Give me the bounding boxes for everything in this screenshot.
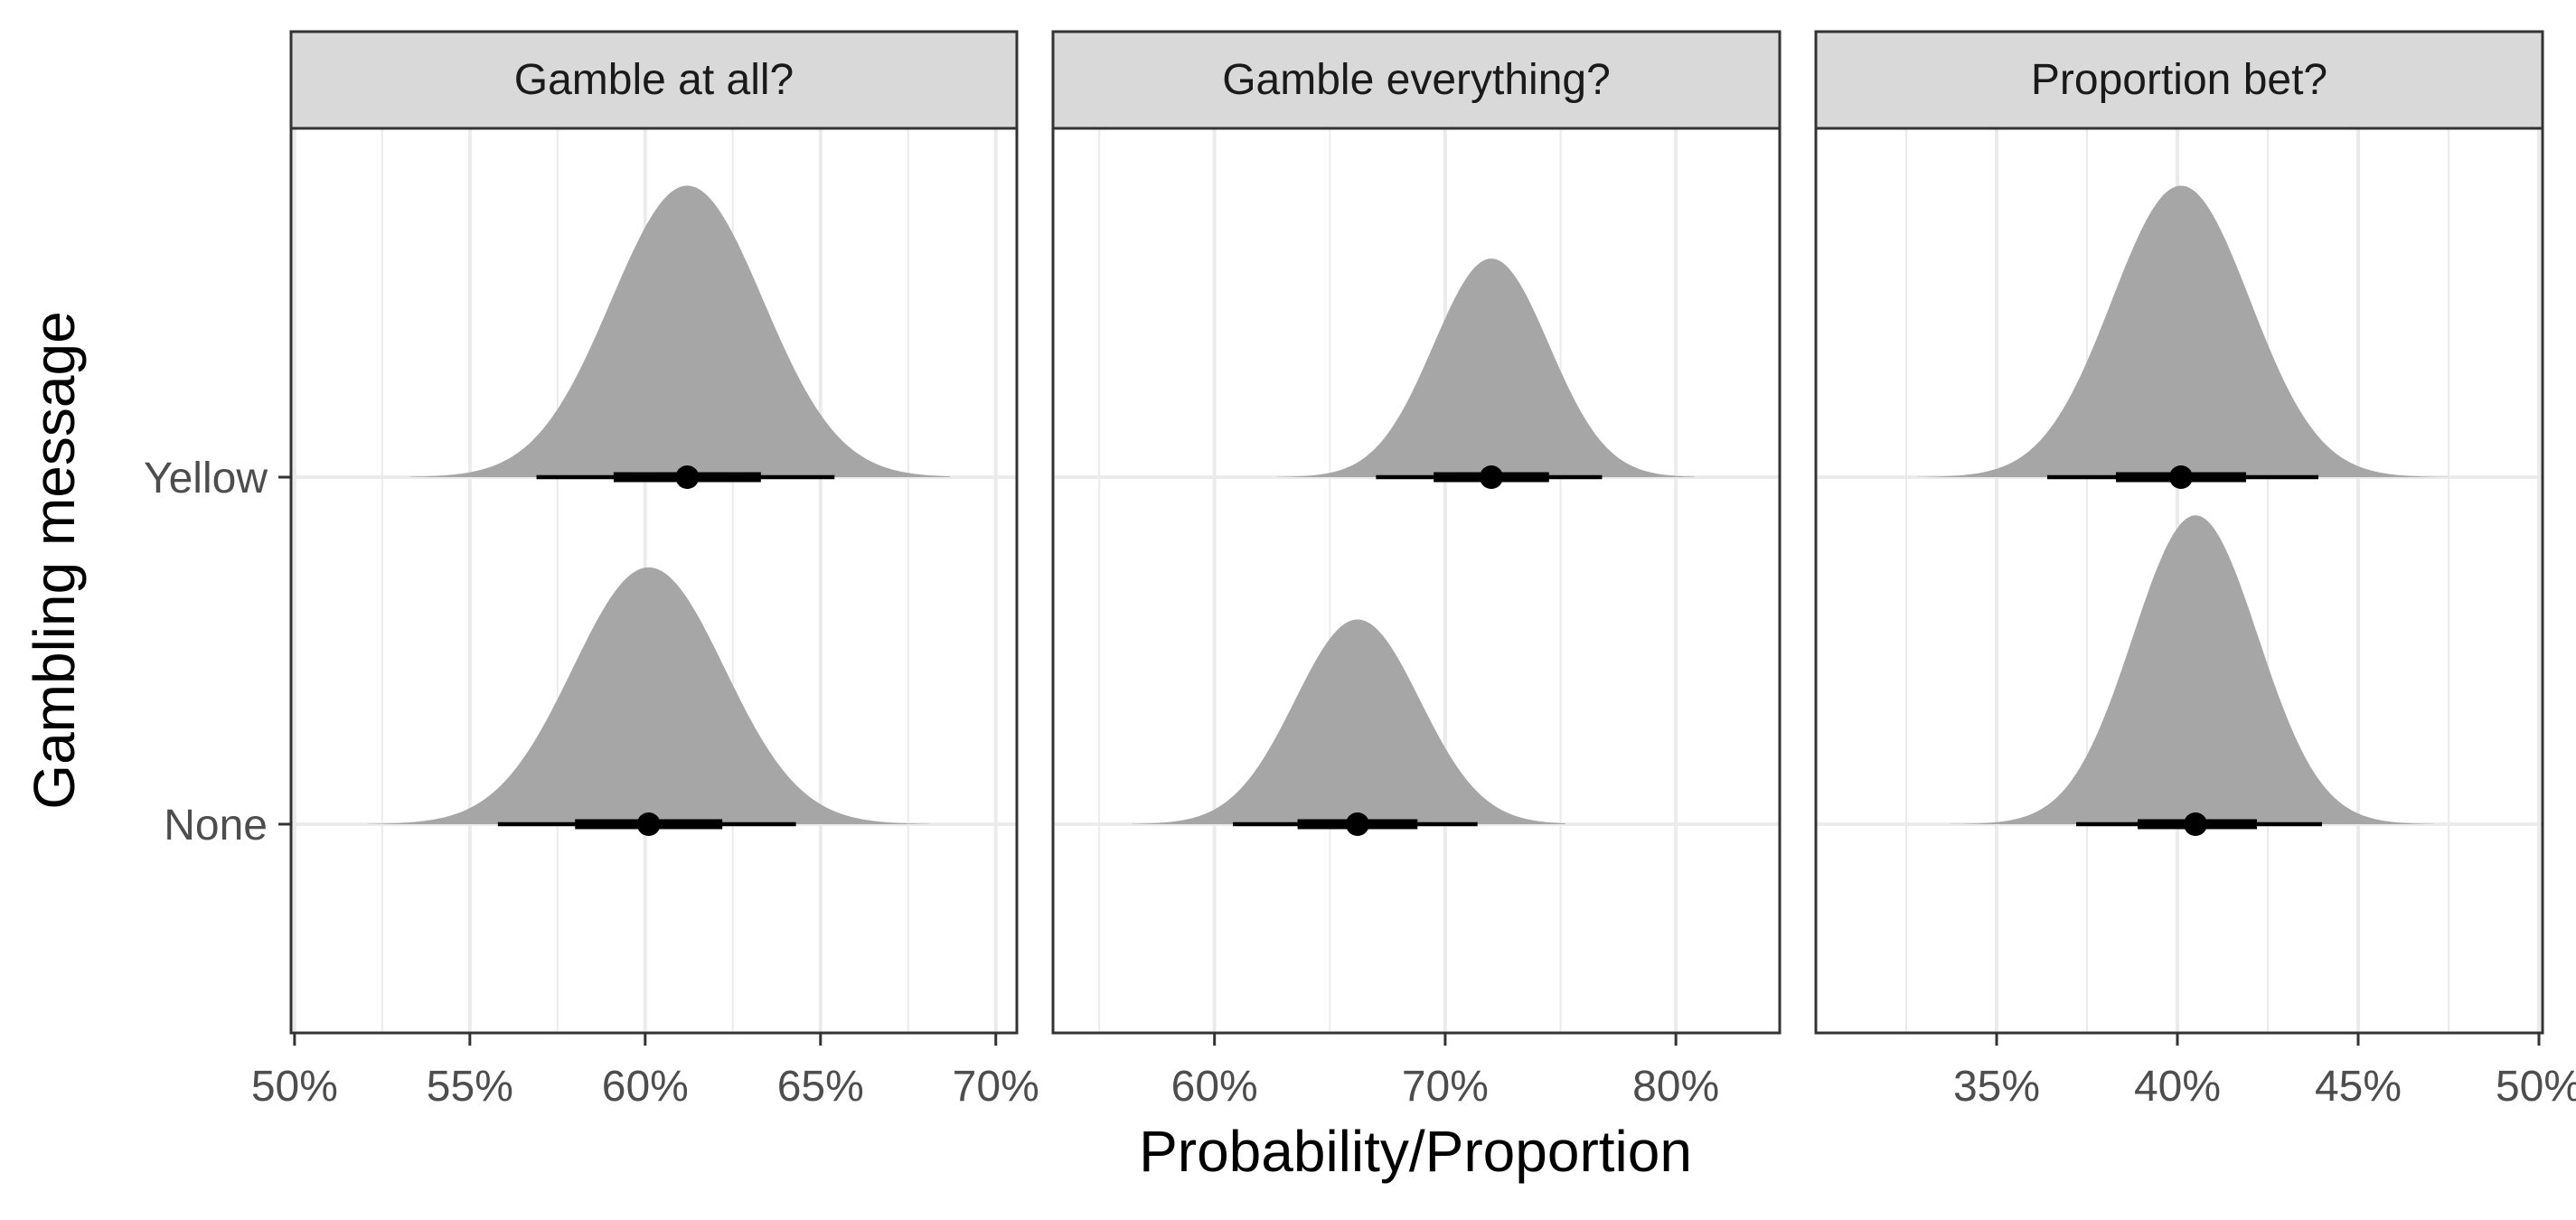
density-gamble-at-all-none: [368, 567, 929, 824]
x-tick-label-gamble-everything-0: 60%: [1171, 1063, 1258, 1111]
y-axis-title: Gambling message: [22, 311, 87, 809]
x-tick-label-gamble-at-all-2: 60%: [602, 1063, 689, 1111]
x-tick-label-proportion-bet-2: 45%: [2315, 1063, 2402, 1111]
x-tick-label-gamble-everything-1: 70%: [1402, 1063, 1489, 1111]
y-tick-label-yellow: Yellow: [144, 455, 268, 502]
panel-border-proportion-bet: [1814, 127, 2544, 1035]
x-tick-label-proportion-bet-1: 40%: [2134, 1063, 2221, 1111]
point-estimate-proportion-bet-yellow: [2169, 465, 2193, 489]
point-estimate-gamble-everything-yellow: [1479, 465, 1503, 489]
point-estimate-gamble-everything-none: [1345, 812, 1369, 836]
panel-border-gamble-everything: [1051, 127, 1782, 1035]
point-estimate-gamble-at-all-none: [636, 812, 661, 836]
density-gamble-at-all-yellow: [409, 185, 951, 477]
density-gamble-everything-none: [1131, 619, 1565, 824]
x-tick-label-gamble-at-all-1: 55%: [427, 1063, 513, 1111]
y-tick-label-none: None: [164, 802, 268, 849]
point-estimate-gamble-at-all-yellow: [675, 465, 700, 489]
x-tick-label-gamble-at-all-4: 70%: [953, 1063, 1039, 1111]
point-estimate-proportion-bet-none: [2184, 812, 2207, 836]
facet-strip-proportion-bet: [1814, 30, 2544, 130]
x-tick-label-proportion-bet-3: 50%: [2496, 1063, 2576, 1111]
density-proportion-bet-none: [1950, 515, 2434, 824]
x-tick-label-gamble-at-all-3: 65%: [777, 1063, 864, 1111]
x-tick-label-gamble-at-all-0: 50%: [251, 1063, 338, 1111]
density-gamble-everything-yellow: [1276, 258, 1695, 477]
x-tick-label-proportion-bet-0: 35%: [1953, 1063, 2040, 1111]
facet-strip-gamble-everything: [1051, 30, 1782, 130]
facet-title-proportion-bet: Proportion bet?: [2031, 56, 2327, 104]
facet-title-gamble-everything: Gamble everything?: [1222, 56, 1611, 104]
panel-border-gamble-at-all: [289, 127, 1019, 1035]
facet-panels: Gamble at all?50% 55% 60% 65% 70%NoneYellowG…: [144, 30, 2576, 1111]
facet-title-gamble-at-all: Gamble at all?: [514, 56, 794, 104]
x-tick-label-gamble-everything-2: 80%: [1632, 1063, 1719, 1111]
density-proportion-bet-yellow: [1917, 185, 2449, 477]
x-axis-title: Probability/Proportion: [1139, 1119, 1692, 1184]
facet-proportion-bet: Proportion bet? 35% 40% 45% 50%: [1814, 30, 2576, 1111]
facet-strip-gamble-at-all: [289, 30, 1019, 130]
facet-gamble-everything: Gamble everything? 60% 70% 80%: [1051, 30, 1782, 1111]
facet-gamble-at-all: Gamble at all? 50% 55% 60% 65% 70% None Yellow: [144, 30, 1039, 1111]
